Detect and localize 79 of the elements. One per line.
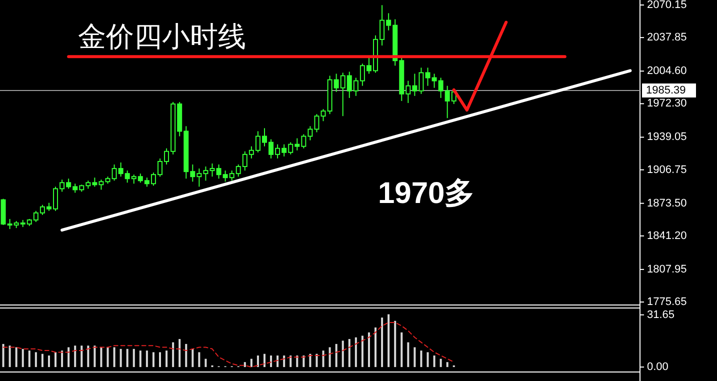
bar — [139, 350, 142, 368]
bar — [15, 347, 18, 368]
bar — [198, 352, 200, 368]
bar — [270, 356, 272, 368]
bar — [244, 362, 246, 368]
bar — [94, 346, 96, 368]
bar — [342, 340, 344, 368]
bar — [54, 352, 57, 368]
y-tick-label: 1906.75 — [647, 164, 687, 176]
bar — [192, 348, 194, 368]
bar — [322, 350, 324, 368]
bar — [113, 347, 116, 368]
bar — [100, 347, 102, 368]
bar — [414, 347, 416, 368]
bar — [256, 356, 259, 368]
bar — [302, 356, 305, 368]
y-tick-label: 31.65 — [647, 308, 675, 321]
bar — [185, 344, 188, 368]
bar — [87, 346, 90, 368]
y-tick-label: 1873.50 — [647, 197, 687, 210]
ref-line-label: 1985.39 — [646, 84, 686, 96]
bar — [309, 354, 312, 368]
bar — [400, 332, 403, 368]
bar — [335, 344, 338, 368]
bar — [34, 352, 37, 368]
bar — [132, 348, 135, 368]
bar — [440, 358, 442, 368]
text: 金价四小时线 — [78, 20, 246, 53]
bar — [74, 346, 76, 368]
bar — [126, 348, 128, 368]
bar — [172, 342, 174, 368]
bar — [178, 339, 181, 368]
y-tick-label: 2037.85 — [647, 32, 687, 44]
bar — [120, 348, 122, 368]
y-tick-label: 1841.20 — [647, 230, 687, 242]
bar — [394, 320, 396, 368]
y-tick-label: 2070.15 — [647, 0, 687, 11]
bar — [433, 356, 436, 368]
bar — [348, 339, 350, 368]
bar — [361, 336, 364, 368]
bar — [166, 350, 168, 368]
y-tick-label: 1775.65 — [647, 296, 687, 308]
bar — [68, 347, 70, 368]
bar — [407, 342, 410, 368]
bar — [204, 358, 207, 368]
bar — [41, 354, 44, 368]
bar — [316, 354, 318, 368]
bar — [296, 356, 298, 368]
bar — [8, 346, 11, 368]
bar — [381, 318, 384, 368]
y-tick-label: 0.00 — [647, 361, 668, 374]
bar — [368, 332, 370, 368]
bar — [420, 350, 422, 368]
bar — [61, 350, 64, 368]
bar — [80, 346, 83, 368]
bar — [106, 347, 109, 368]
bar — [388, 314, 390, 368]
y-tick-label: 1939.05 — [647, 131, 687, 144]
y-tick-label: 2004.60 — [647, 65, 687, 78]
bar — [22, 348, 24, 368]
bar — [263, 354, 266, 368]
bar — [354, 337, 357, 368]
bar — [328, 347, 331, 368]
bar — [48, 356, 50, 368]
bar — [374, 327, 377, 368]
bar — [152, 352, 154, 368]
bar — [146, 350, 148, 368]
bar — [28, 350, 30, 368]
bar — [290, 356, 292, 368]
y-tick-label: 1972.30 — [647, 98, 687, 110]
bar — [276, 356, 279, 368]
bar — [159, 352, 161, 368]
bar — [283, 356, 286, 368]
bar — [446, 362, 448, 368]
bar — [250, 358, 252, 368]
bar — [426, 352, 429, 368]
annotation: 1970多 — [378, 177, 475, 210]
line-series — [2, 322, 454, 368]
y-tick-label: 1807.95 — [647, 263, 687, 276]
